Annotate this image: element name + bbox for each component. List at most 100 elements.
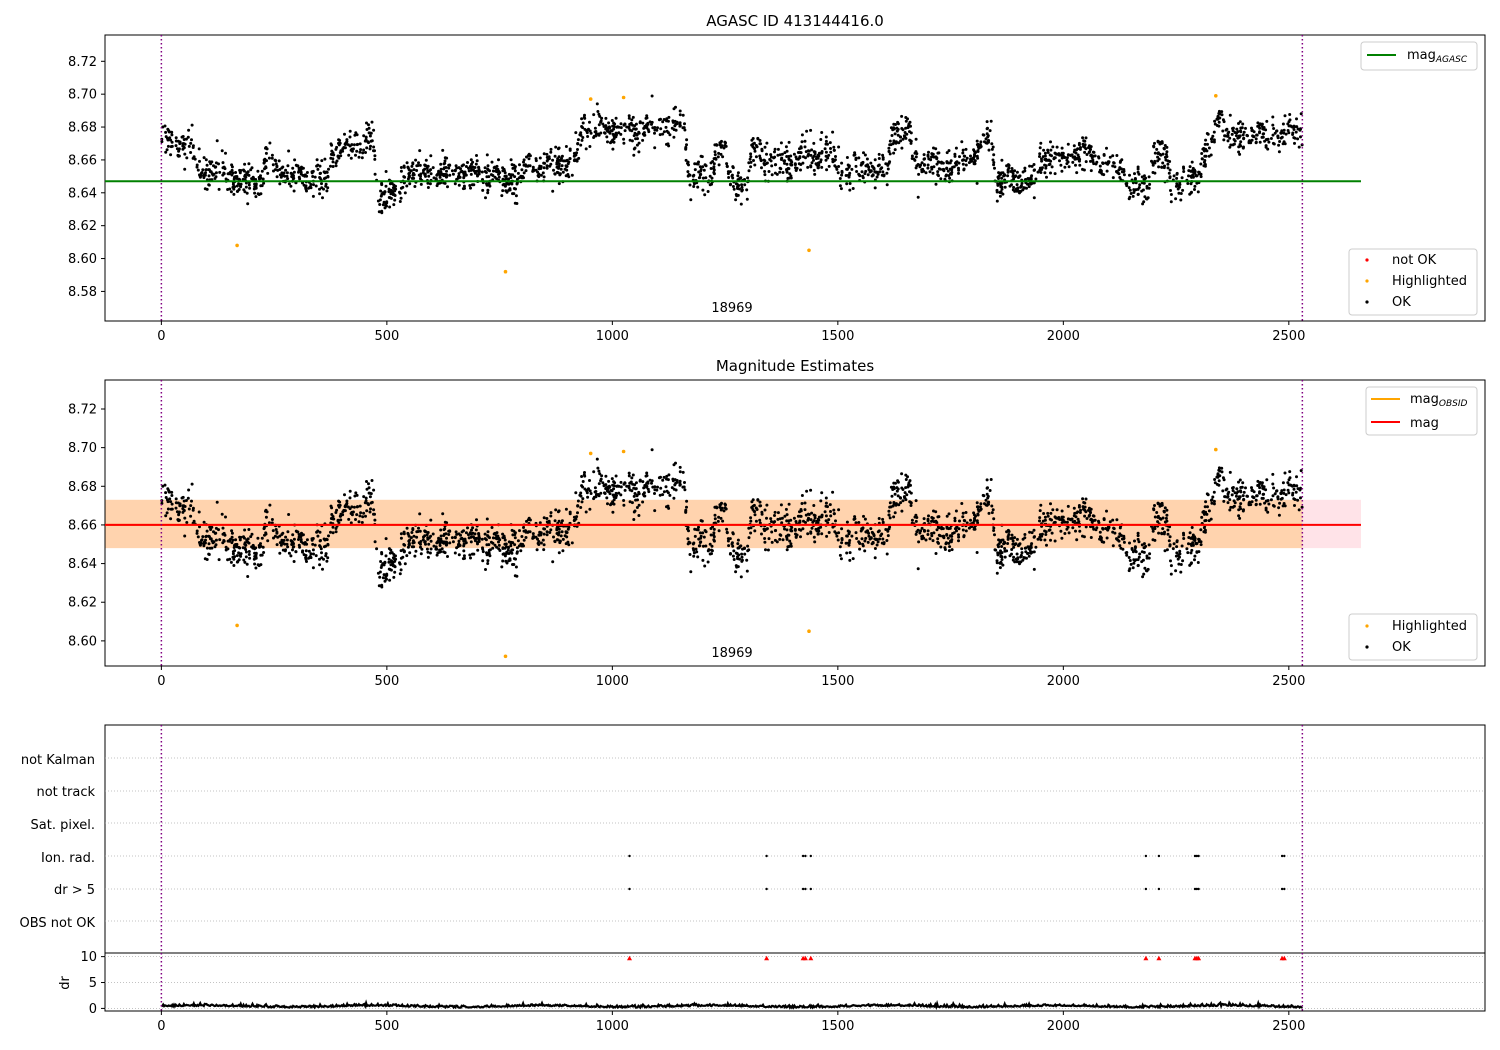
ok-point [231,555,235,559]
ok-point [604,487,608,491]
ok-point [1282,502,1286,505]
ok-point [854,164,858,168]
ok-point [1040,159,1044,163]
ok-point [190,123,194,127]
ok-point [586,495,590,499]
ok-point [904,486,908,490]
ok-point [426,170,430,174]
ok-point [1242,145,1245,149]
ok-point [576,148,579,151]
ok-point [339,518,343,522]
highlighted-point [807,248,811,253]
ok-point [1182,165,1185,169]
ok-point [249,168,253,172]
legend-ok-2: OK [1392,640,1411,655]
ok-point [1020,547,1024,551]
ok-point [1161,516,1165,520]
ok-point [200,171,203,175]
ok-point [1275,489,1278,493]
ok-point [612,121,616,125]
ok-point [644,116,648,120]
ok-point [967,161,971,165]
ok-point [1159,504,1163,507]
ok-point [502,167,506,171]
ok-point [434,545,438,549]
ok-point [964,163,968,167]
ok-point [494,536,498,540]
ok-point [372,508,376,512]
ok-point [177,519,181,523]
ok-point [1118,532,1122,536]
ok-point [887,161,891,165]
ok-point [411,173,415,177]
ok-point [691,542,695,546]
ok-point [1142,174,1146,178]
ok-point [202,176,206,180]
ok-point [903,135,907,139]
ok-point [614,116,618,120]
y-tick-label: 8.72 [68,55,97,70]
ok-point [280,533,284,536]
ok-point [789,518,793,522]
ok-point [1111,154,1115,158]
ok-point [357,520,361,524]
ok-point [285,538,289,542]
ok-point [169,153,173,157]
ok-point [1235,487,1239,491]
ok-point [532,169,536,173]
ok-point [314,184,318,188]
ok-point [593,126,597,130]
ok-point [545,164,549,168]
ok-point [853,515,857,519]
ok-point [665,129,669,133]
ok-point [587,487,590,491]
ok-point [1239,489,1242,493]
ok-point [1272,504,1276,508]
ok-point [865,157,869,161]
ok-point [877,152,881,156]
ok-point [438,541,442,545]
legend-highlighted-2: Highlighted [1392,619,1467,634]
ok-point [706,190,710,193]
ok-point [873,556,877,560]
ok-point [653,126,657,129]
ok-point [1061,515,1065,519]
ok-point [207,534,211,538]
ok-point [468,553,472,557]
ok-point [1271,472,1275,476]
ok-point [379,189,383,193]
ok-point [202,156,206,160]
ok-point [183,152,187,156]
ok-point [926,533,930,536]
ok-point [723,506,727,510]
ok-point [712,165,716,169]
highlighted-point [588,97,593,101]
ok-point [326,174,330,178]
ok-point [237,551,241,555]
ok-point [1163,549,1167,553]
ok-point [1237,135,1241,139]
ok-point [954,146,958,150]
ok-point [1286,481,1290,485]
ok-point [1050,165,1054,169]
ok-point [992,163,996,167]
ok-point [734,570,738,574]
ok-point [1169,564,1173,568]
ok-point [750,506,754,509]
ok-point [1252,130,1256,134]
ok-point [442,166,446,170]
ok-point [448,173,452,177]
ok-point [565,531,568,535]
y-tick-label: 8.64 [68,557,97,572]
ok-point [641,480,645,484]
ok-point [373,154,377,158]
ok-point [985,503,989,507]
ok-point [886,167,890,171]
ok-point [1160,532,1164,536]
ok-point [1165,145,1169,149]
ok-point [512,563,516,566]
ok-point [588,507,592,511]
ok-point [183,534,187,538]
ok-point [552,535,555,539]
ok-point [572,519,576,523]
